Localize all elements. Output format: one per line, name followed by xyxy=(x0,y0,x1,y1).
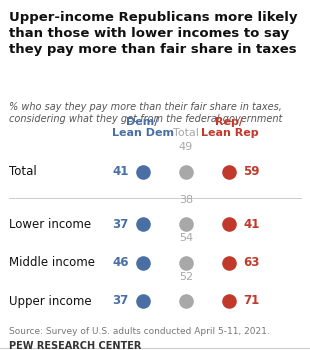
Text: 59: 59 xyxy=(243,165,260,178)
Text: 37: 37 xyxy=(113,294,129,308)
Text: PEW RESEARCH CENTER: PEW RESEARCH CENTER xyxy=(9,341,142,350)
Point xyxy=(227,169,232,174)
Text: Upper-income Republicans more likely
than those with lower incomes to say
they p: Upper-income Republicans more likely tha… xyxy=(9,10,298,56)
Point xyxy=(184,221,188,227)
Point xyxy=(140,169,145,174)
Point xyxy=(227,298,232,304)
Point xyxy=(140,221,145,227)
Point xyxy=(227,221,232,227)
Text: Upper income: Upper income xyxy=(9,294,92,308)
Point xyxy=(184,260,188,265)
Text: Middle income: Middle income xyxy=(9,256,95,269)
Text: Lower income: Lower income xyxy=(9,217,91,231)
Text: 46: 46 xyxy=(112,256,129,269)
Point xyxy=(184,298,188,304)
Text: 37: 37 xyxy=(113,217,129,231)
Text: 38: 38 xyxy=(179,195,193,205)
Text: 41: 41 xyxy=(243,217,260,231)
Text: % who say they pay more than their fair share in taxes,
considering what they ge: % who say they pay more than their fair … xyxy=(9,102,283,124)
Point xyxy=(140,298,145,304)
Text: 41: 41 xyxy=(112,165,129,178)
Text: 63: 63 xyxy=(243,256,260,269)
Text: Total: Total xyxy=(173,128,199,138)
Text: Rep/
Lean Rep: Rep/ Lean Rep xyxy=(201,117,258,138)
Text: Source: Survey of U.S. adults conducted April 5-11, 2021.: Source: Survey of U.S. adults conducted … xyxy=(9,327,270,336)
Text: 54: 54 xyxy=(179,233,193,243)
Text: 71: 71 xyxy=(243,294,259,308)
Point xyxy=(184,169,188,174)
Point xyxy=(140,260,145,265)
Text: Total: Total xyxy=(9,165,37,178)
Text: Dem/
Lean Dem: Dem/ Lean Dem xyxy=(112,117,174,138)
Text: 49: 49 xyxy=(179,142,193,152)
Point xyxy=(227,260,232,265)
Text: 52: 52 xyxy=(179,272,193,282)
